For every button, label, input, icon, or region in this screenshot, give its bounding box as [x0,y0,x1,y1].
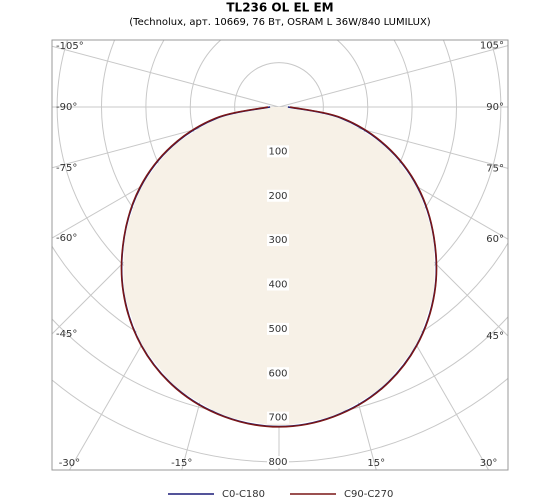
grid-ray [278,45,508,108]
angle-tick-label: -105° [56,41,84,52]
r-tick-label-bg [267,456,289,468]
angle-tick-label: 30° [480,458,498,469]
angle-tick-label: 105° [480,41,504,52]
r-tick-label-bg [267,234,289,247]
r-tick-label-bg [267,189,289,202]
angle-tick-label: 60° [486,234,504,245]
chart-title: TL236 OL EL EM [226,1,333,15]
r-tick-label: 500 [268,324,287,335]
angle-tick-label: -30° [59,458,80,469]
r-tick-label: 100 [268,146,287,157]
r-tick-label: 600 [268,368,287,379]
angle-tick-label: 75° [486,163,504,174]
angle-tick-label: 90° [486,102,504,113]
r-tick-label: 300 [268,235,287,246]
legend-label: C0-C180 [222,489,265,500]
r-tick-label-bg [267,322,289,335]
plot-border [51,39,509,471]
angle-tick-label: -90° [56,102,77,113]
angle-tick-label: 15° [367,458,385,469]
r-tick-label: 400 [268,280,287,291]
r-tick-label: 800 [268,457,287,468]
r-tick-label-bg [267,278,289,291]
r-tick-label-bg [267,411,289,424]
chart-subtitle: (Technolux, арт. 10669, 76 Вт, OSRAM L 3… [129,17,431,28]
angle-tick-label: -45° [56,329,77,340]
r-tick-label: 200 [268,191,287,202]
r-tick-label-bg [267,367,289,380]
series-line [120,106,438,428]
labels: -105°-90°-75°-60°-45°-30°-15°0°15°30°45°… [56,41,504,500]
legend-label: C90-C270 [344,489,393,500]
r-tick-label-bg [267,145,289,158]
angle-tick-label: -15° [171,458,192,469]
area-fill [123,107,435,427]
grid-ray [52,45,280,108]
angle-tick-label: -75° [56,163,77,174]
angle-tick-label: 45° [486,331,504,342]
r-tick-label: 700 [268,413,287,424]
angle-tick-label: -60° [56,233,77,244]
